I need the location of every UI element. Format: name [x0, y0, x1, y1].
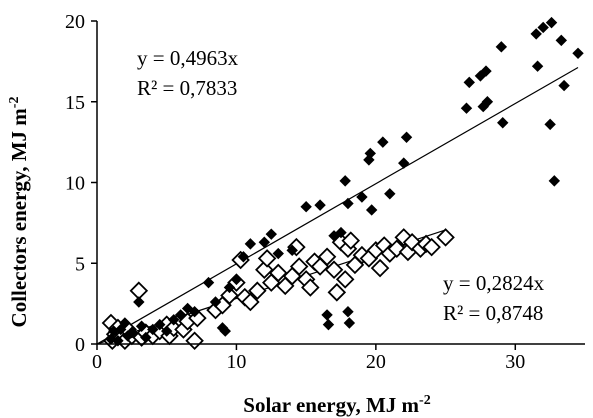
open-diamond-point [370, 258, 390, 278]
filled-diamond-point [377, 136, 389, 148]
filled-diamond-point [480, 65, 492, 77]
open-diamond-point [289, 257, 309, 276]
filled-diamond-point [119, 317, 131, 329]
filled-diamond-point [398, 157, 410, 169]
y-tick-label: 0 [75, 334, 85, 356]
y-tick-label: 10 [65, 173, 85, 195]
filled-diamond-point [188, 305, 201, 318]
y-axis-title-exponent: -2 [7, 97, 22, 109]
open-diamond-point [268, 263, 288, 283]
filled-diamond-point [544, 118, 556, 131]
filled-diamond-point [530, 28, 542, 40]
filled-diamond-point [342, 197, 354, 210]
x-axis-title-text: Solar energy, MJ m [243, 393, 419, 417]
filled-diamond-point [272, 247, 284, 260]
filled-diamond-point [400, 131, 413, 143]
series-b-equation: y = 0,2824x [443, 271, 545, 295]
filled-diamond-point [140, 331, 152, 344]
filled-diamond-point [209, 296, 222, 308]
filled-diamond-point [572, 47, 584, 60]
filled-diamond-point [258, 236, 271, 248]
filled-diamond-point [135, 320, 148, 332]
x-axis-title-exponent: -2 [419, 393, 431, 408]
series-a-equation: y = 0,4963x [137, 46, 239, 70]
x-tick-label: 20 [366, 351, 386, 373]
open-diamond-point [185, 331, 204, 351]
filled-diamond-point [548, 175, 561, 187]
filled-diamond-point [314, 199, 326, 211]
filled-diamond-point [364, 147, 376, 160]
filled-diamond-point [174, 309, 187, 321]
filled-diamond-point [558, 79, 570, 92]
y-axis-title-text: Collectors energy, MJ m [7, 108, 31, 328]
filled-diamond-point [265, 228, 277, 240]
y-tick-label: 15 [65, 92, 85, 114]
open-diamond-point [257, 249, 277, 268]
series-b-r-squared: R² = 0,8748 [443, 301, 543, 325]
filled-diamond-point [202, 276, 215, 289]
filled-diamond-point [384, 188, 396, 200]
axis-ticks: 0 10 20 30 0 5 10 15 20 [65, 11, 525, 373]
filled-diamond-point [537, 21, 549, 34]
filled-diamond-point [356, 191, 368, 203]
y-axis-title: Collectors energy, MJ m-2 [7, 97, 31, 328]
open-diamond-point [317, 247, 337, 267]
open-diamond-point [422, 237, 441, 257]
filled-diamond-point [342, 305, 354, 318]
open-diamond-point [301, 278, 320, 297]
filled-diamond-point [321, 309, 333, 321]
x-tick-label: 10 [226, 351, 246, 373]
open-diamond-point [341, 231, 361, 250]
filled-diamond-point [497, 117, 509, 129]
filled-diamond-point [481, 96, 494, 108]
filled-diamond-point [339, 175, 351, 187]
filled-diamond-point [555, 34, 568, 47]
filled-diamond-point [463, 76, 475, 89]
filled-diamond-point [147, 323, 159, 336]
filled-diamond-point [531, 60, 544, 72]
open-diamond-point [324, 260, 344, 279]
open-diamond-point [241, 292, 260, 312]
filled-diamond-point [335, 226, 347, 239]
open-diamond-point [220, 286, 239, 305]
filled-diamond-point [286, 244, 298, 257]
y-tick-label: 5 [75, 253, 85, 275]
x-tick-label: 0 [92, 351, 102, 373]
open-diamond-point [327, 283, 347, 302]
x-axis-title: Solar energy, MJ m-2 [243, 393, 430, 417]
open-diamond-point [335, 270, 355, 289]
filled-diamond-point [322, 318, 335, 331]
filled-diamond-point [365, 204, 378, 216]
series-a-r-squared: R² = 0,7833 [137, 76, 237, 100]
filled-diamond-point [230, 273, 243, 286]
open-diamond-point [436, 228, 455, 247]
filled-diamond-point [460, 102, 473, 114]
filled-diamond-point [545, 16, 558, 29]
filled-diamond-point [244, 238, 257, 250]
filled-diamond-point [495, 41, 508, 53]
filled-diamond-point [223, 281, 236, 294]
trendline-series-a [96, 66, 579, 345]
filled-diamond-point [161, 325, 173, 337]
filled-diamond-point [343, 317, 356, 329]
plot-marks [96, 16, 584, 351]
x-tick-label: 30 [505, 351, 525, 373]
filled-diamond-point [237, 251, 250, 263]
open-diamond-point [248, 281, 267, 300]
filled-diamond-point [133, 296, 145, 308]
filled-diamond-point [154, 318, 166, 331]
y-tick-label: 20 [65, 11, 85, 33]
filled-diamond-point [300, 201, 312, 213]
filled-diamond-point [219, 325, 231, 337]
filled-diamond-point [126, 326, 138, 339]
filled-diamond-point [167, 314, 180, 326]
